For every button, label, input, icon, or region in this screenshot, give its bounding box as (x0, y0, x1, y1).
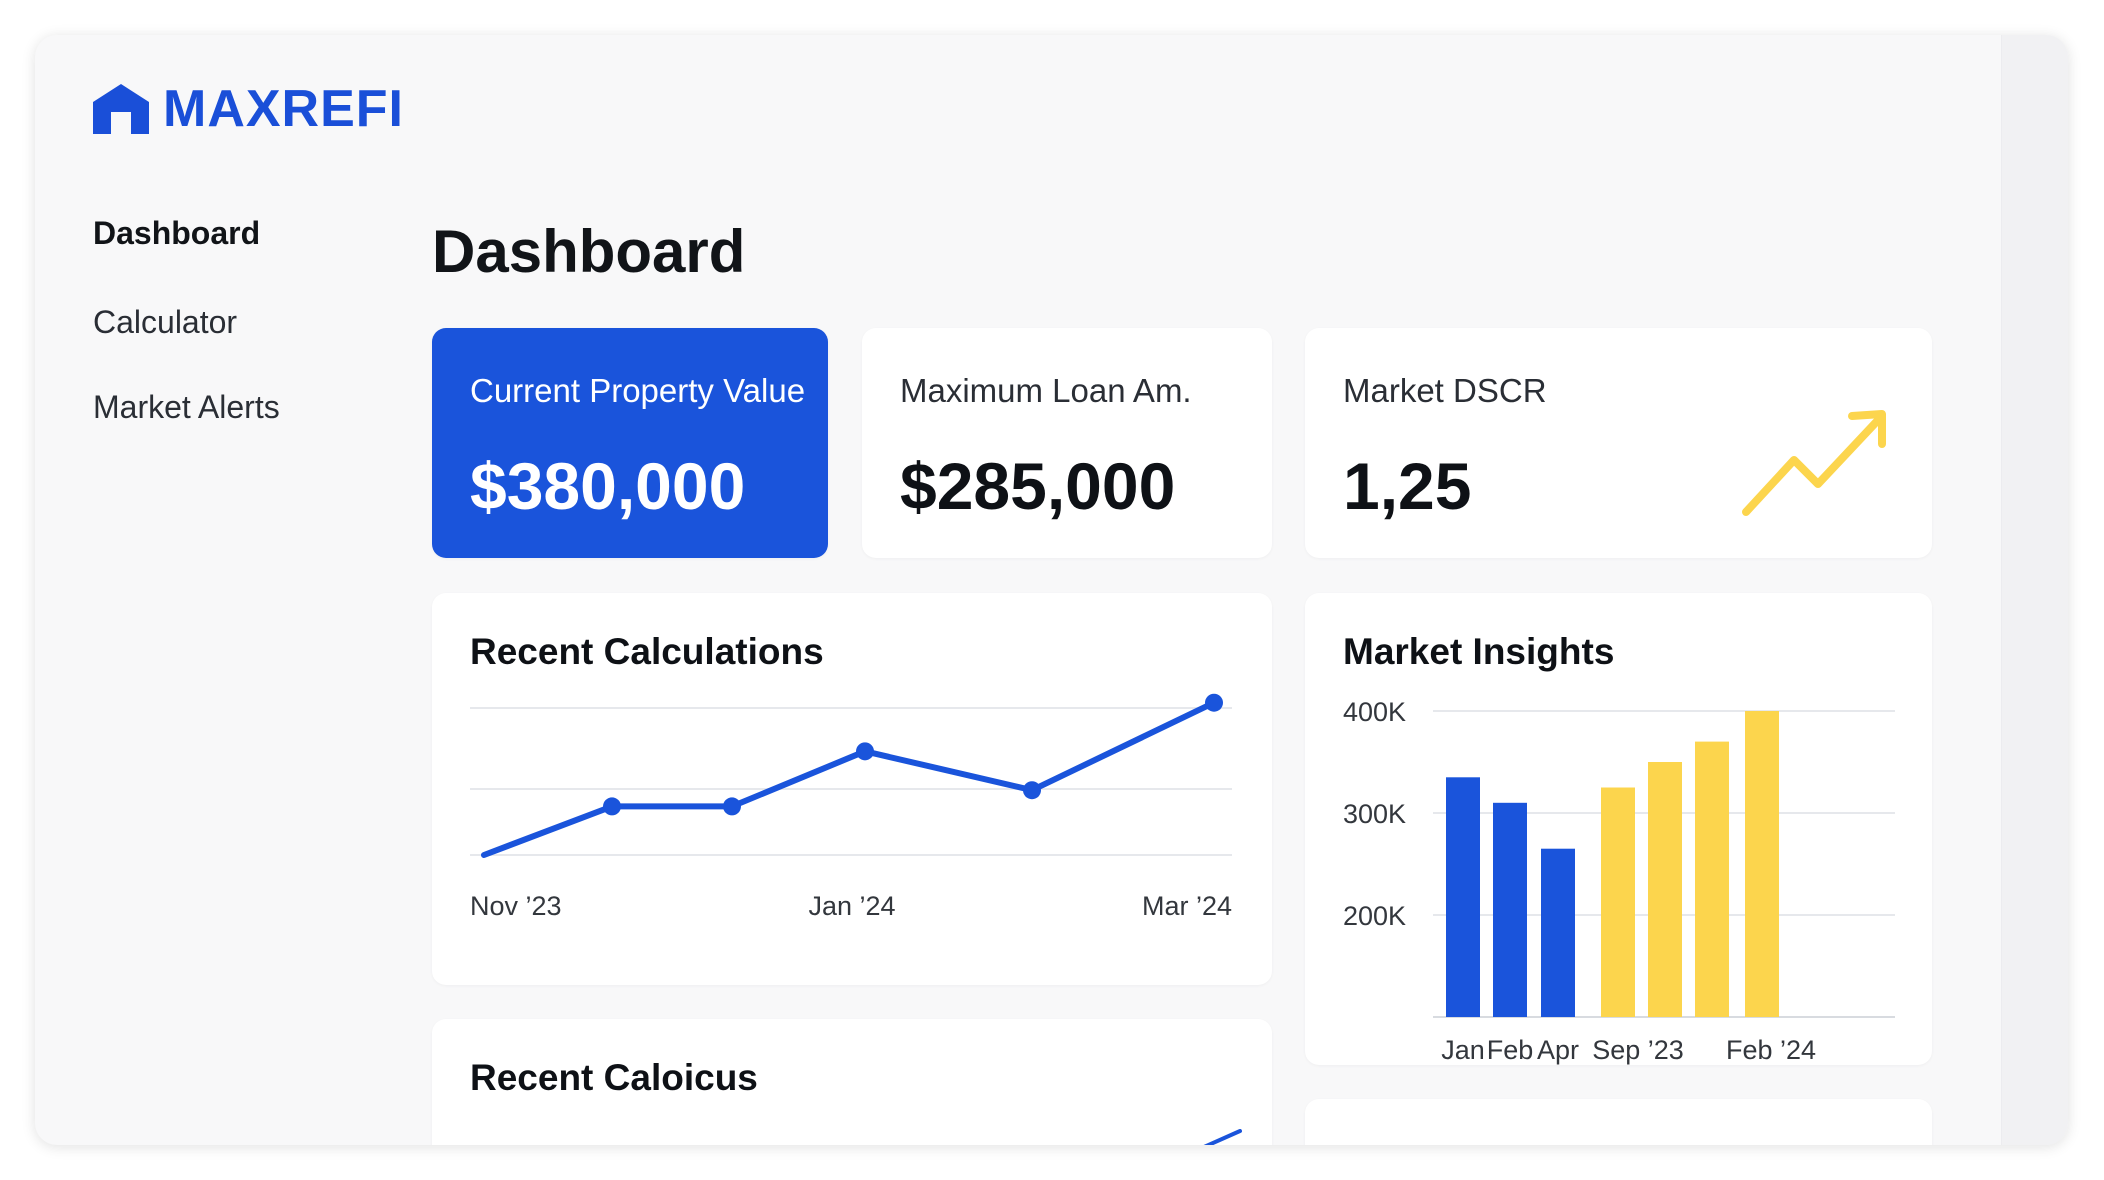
x-tick-label: Feb (1487, 1035, 1534, 1065)
recent-calculations-title: Recent Calculations (470, 631, 824, 672)
data-point[interactable] (603, 797, 621, 816)
data-point[interactable] (723, 797, 741, 816)
bar[interactable] (1648, 762, 1682, 1017)
x-tick-label: Sep ’23 (1592, 1035, 1684, 1065)
property-value-amount: $380,000 (470, 449, 746, 523)
market-insights-title: Market Insights (1343, 631, 1615, 672)
series-line (481, 699, 1217, 858)
recent-calculations-panel: Recent Calculations Nov ’23 Jan ’24 Mar ’2… (432, 593, 1272, 985)
x-tick-label: Apr (1537, 1035, 1579, 1065)
page-title: Dashboard (432, 218, 746, 285)
house-icon (93, 84, 149, 134)
y-tick-label: 200K (1343, 901, 1406, 931)
sidebar-item-market-alerts[interactable]: Market Alerts (93, 389, 280, 425)
partial-panel-bottom-right (1305, 1099, 1932, 1145)
market-dscr-card[interactable]: Market DSCR 1,25 (1305, 328, 1932, 558)
trending-up-icon (1742, 410, 1886, 516)
brand-name: MAXREFI (163, 80, 404, 138)
sidebar-item-calculator[interactable]: Calculator (93, 304, 238, 340)
market-insights-chart: 400K 300K 200K Jan Feb Apr Sep ’23 Feb ’24 (1343, 697, 1895, 1065)
bar[interactable] (1601, 787, 1635, 1018)
data-point[interactable] (1023, 781, 1041, 800)
max-loan-card[interactable]: Maximum Loan Am. $285,000 (862, 328, 1272, 558)
x-tick-label: Mar ’24 (1142, 891, 1232, 921)
market-insights-panel: Market Insights 400K 300K 200K Jan Feb Apr Sep… (1305, 593, 1932, 1065)
x-tick-label: Jan (1441, 1035, 1485, 1065)
y-tick-label: 400K (1343, 697, 1406, 727)
brand-logo[interactable]: MAXREFI (93, 79, 404, 139)
partial-line-mark (1203, 1129, 1242, 1145)
recent-caloicus-panel: Recent Caloicus (432, 1019, 1272, 1145)
sidebar-item-dashboard[interactable]: Dashboard (93, 215, 261, 251)
max-loan-amount: $285,000 (900, 449, 1176, 523)
x-tick-label: Feb ’24 (1726, 1035, 1816, 1065)
data-point[interactable] (856, 742, 874, 761)
property-value-label: Current Property Value (470, 372, 806, 409)
market-dscr-value: 1,25 (1343, 449, 1472, 523)
bar[interactable] (1541, 848, 1575, 1017)
bar[interactable] (1446, 777, 1480, 1017)
bar[interactable] (1745, 711, 1779, 1017)
market-dscr-label: Market DSCR (1343, 372, 1547, 409)
recent-calculations-chart: Nov ’23 Jan ’24 Mar ’24 (470, 693, 1232, 921)
property-value-card[interactable]: Current Property Value $380,000 (432, 328, 828, 558)
recent-caloicus-title: Recent Caloicus (470, 1057, 758, 1098)
y-tick-label: 300K (1343, 799, 1406, 829)
max-loan-label: Maximum Loan Am. (900, 372, 1192, 409)
scrollbar-track[interactable] (2001, 35, 2068, 1145)
data-point[interactable] (1205, 693, 1223, 712)
x-tick-label: Jan ’24 (808, 891, 895, 921)
sidebar-nav: Dashboard Calculator Market Alerts (93, 215, 280, 474)
x-tick-label: Nov ’23 (470, 891, 562, 921)
bar[interactable] (1695, 741, 1729, 1017)
app-window: MAXREFI Dashboard Calculator Market Aler… (35, 35, 2068, 1145)
bar[interactable] (1493, 802, 1527, 1017)
